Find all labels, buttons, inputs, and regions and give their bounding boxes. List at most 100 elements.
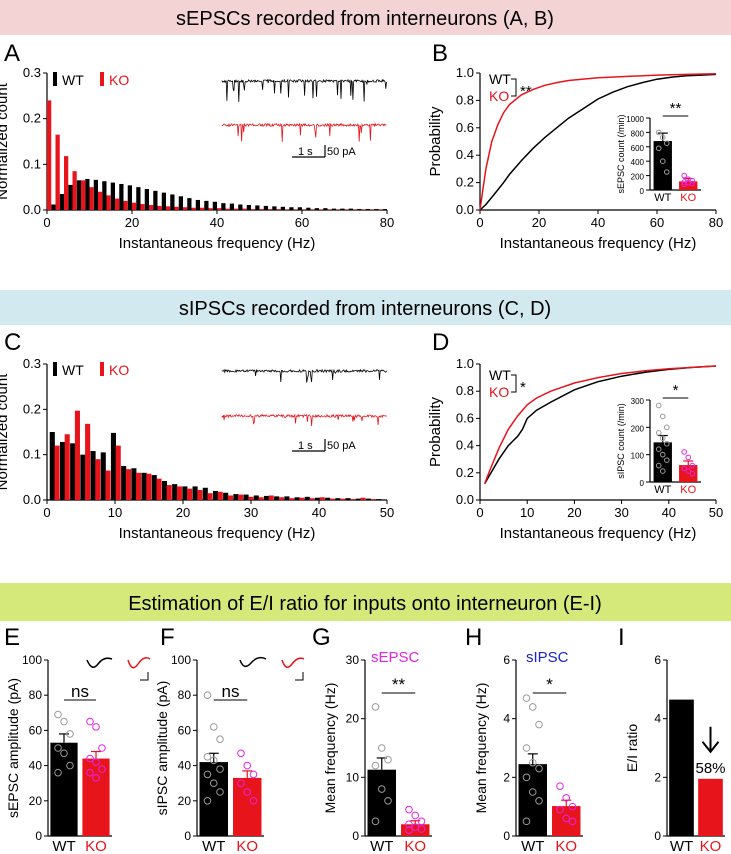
x-tick-label-c: 50 <box>380 505 394 520</box>
data-point-e <box>86 754 94 763</box>
bar-wt <box>136 187 141 210</box>
bar-ko <box>136 472 142 500</box>
header-ei: Estimation of E/I ratio for inputs onto … <box>128 593 602 615</box>
legend-b-wt-label: WT <box>489 71 511 87</box>
bar-wt <box>204 200 209 210</box>
category-label-ko-i: KO <box>700 838 722 854</box>
trace-a-wt <box>221 78 387 102</box>
y-axis-label-h: Mean frequency (Hz) <box>473 683 489 814</box>
chart-b-inset: 0 200 400 600 800 1000 WT KO ** sEPSC count (/min… <box>616 100 701 204</box>
data-point-b-inset <box>663 140 670 146</box>
x-axis-label-a: Instantaneous frequency (Hz) <box>119 235 316 252</box>
bar-wt <box>170 194 175 210</box>
data-point-g <box>411 811 420 820</box>
legend-c-ko-label: KO <box>109 362 129 378</box>
data-point-e <box>60 717 68 726</box>
bar-ko <box>174 206 179 210</box>
y-tick-label-h: 6 <box>503 653 510 667</box>
chart-d: 0.0 0.2 0.4 0.6 0.8 1.0 0 10 20 30 40 50 Instantaneo… <box>427 356 723 542</box>
bar-ko <box>55 134 60 210</box>
bar-wt <box>304 496 310 500</box>
panel-letter-a: A <box>4 40 20 67</box>
bar-wt <box>348 208 353 210</box>
chart-c: 0.0 0.1 0.2 0.3 0 10 20 30 40 50 Instantaneous fre… <box>0 356 394 542</box>
data-point-e <box>54 744 62 752</box>
data-point-b-inset <box>689 180 696 187</box>
y-tick-label-b-inset: 400 <box>631 158 645 167</box>
data-point-e <box>66 761 74 770</box>
data-point-h <box>568 817 577 826</box>
x-tick-label-d: 40 <box>662 505 676 520</box>
data-point-g <box>405 805 413 814</box>
panel-letter-c: C <box>4 329 21 356</box>
data-point-h <box>522 744 531 752</box>
bar-wt <box>223 492 229 500</box>
legend-b-ko-label: KO <box>489 88 509 104</box>
cdf-line-ko <box>483 365 717 484</box>
bar-wt <box>161 480 168 500</box>
bar-wt <box>153 190 158 210</box>
data-point-g <box>377 744 386 752</box>
y-tick-label-d: 0.8 <box>456 383 474 398</box>
legend-a-wt-swatch <box>53 72 57 86</box>
bar-wt <box>80 454 86 500</box>
significance-label-d-inset: * <box>673 382 679 399</box>
x-tick-label-a: 20 <box>125 215 139 230</box>
data-point-b-inset <box>663 169 670 175</box>
legend-a-wt-label: WT <box>62 72 84 88</box>
bar-ko <box>276 209 281 210</box>
bar-wt <box>85 178 90 210</box>
bar-wt <box>255 205 260 210</box>
bar-wt <box>102 181 107 210</box>
data-point-e <box>86 768 94 777</box>
data-point-h <box>562 794 571 802</box>
bar-wt <box>229 203 234 210</box>
bar-wt <box>274 496 280 500</box>
bar-wt <box>195 199 200 210</box>
bar-wt <box>110 182 115 210</box>
data-point-f <box>249 797 258 805</box>
bar-ko <box>72 171 77 210</box>
data-point-h <box>562 814 571 823</box>
trace-c-wt <box>221 368 387 383</box>
bar-ko <box>217 208 222 210</box>
bar-ko <box>234 208 239 210</box>
bar-wt <box>172 484 178 500</box>
chart-h: 0 2 4 6 WT KO * Mean frequency (Hz) <box>473 653 583 854</box>
y-tick-label-b: 0.4 <box>456 147 474 162</box>
y-tick-label-b-inset: 1000 <box>626 115 644 124</box>
x-tick-label-a: 80 <box>380 215 394 230</box>
data-point-e <box>98 744 106 752</box>
category-label-ko-b-inset: KO <box>680 192 696 204</box>
bar-wt <box>297 207 302 210</box>
chart-a: 0.0 0.1 0.2 0.3 0 20 40 60 80 Instantaneous frequ… <box>0 65 394 252</box>
y-tick-label-d: 0.6 <box>456 410 474 425</box>
bar-wt <box>294 497 300 500</box>
bar-ko <box>74 410 80 500</box>
x-tick-label-d: 50 <box>709 505 723 520</box>
data-point-e <box>66 730 74 738</box>
scalebar-a-amp-label: 50 pA <box>327 146 356 158</box>
significance-label-f: ns <box>222 682 240 701</box>
data-point-f <box>209 756 218 765</box>
y-tick-label-b: 0.0 <box>456 202 474 217</box>
y-axis-label-e: sEPSC amplitude (pA) <box>5 678 21 818</box>
y-axis-label-a: Normalized count <box>0 82 11 200</box>
data-point-g <box>371 761 380 770</box>
x-tick-label-b: 40 <box>591 215 605 230</box>
bar-wt <box>365 209 370 210</box>
bar-ko <box>176 486 182 500</box>
data-point-h <box>528 788 537 796</box>
bar-wt <box>323 208 328 210</box>
bar-wt <box>70 443 76 500</box>
x-tick-label-d: 10 <box>520 505 534 520</box>
y-tick-label-e: 0 <box>35 829 42 843</box>
panel-letters: A B C D E F G H I <box>4 40 625 651</box>
bar-ko <box>106 195 111 210</box>
bar-wt <box>306 207 311 210</box>
bar-ko <box>140 204 145 210</box>
legend-d-bracket <box>511 374 517 393</box>
data-point-e <box>92 723 100 731</box>
x-tick-label-c: 0 <box>43 505 50 520</box>
bar-ko <box>105 470 111 500</box>
